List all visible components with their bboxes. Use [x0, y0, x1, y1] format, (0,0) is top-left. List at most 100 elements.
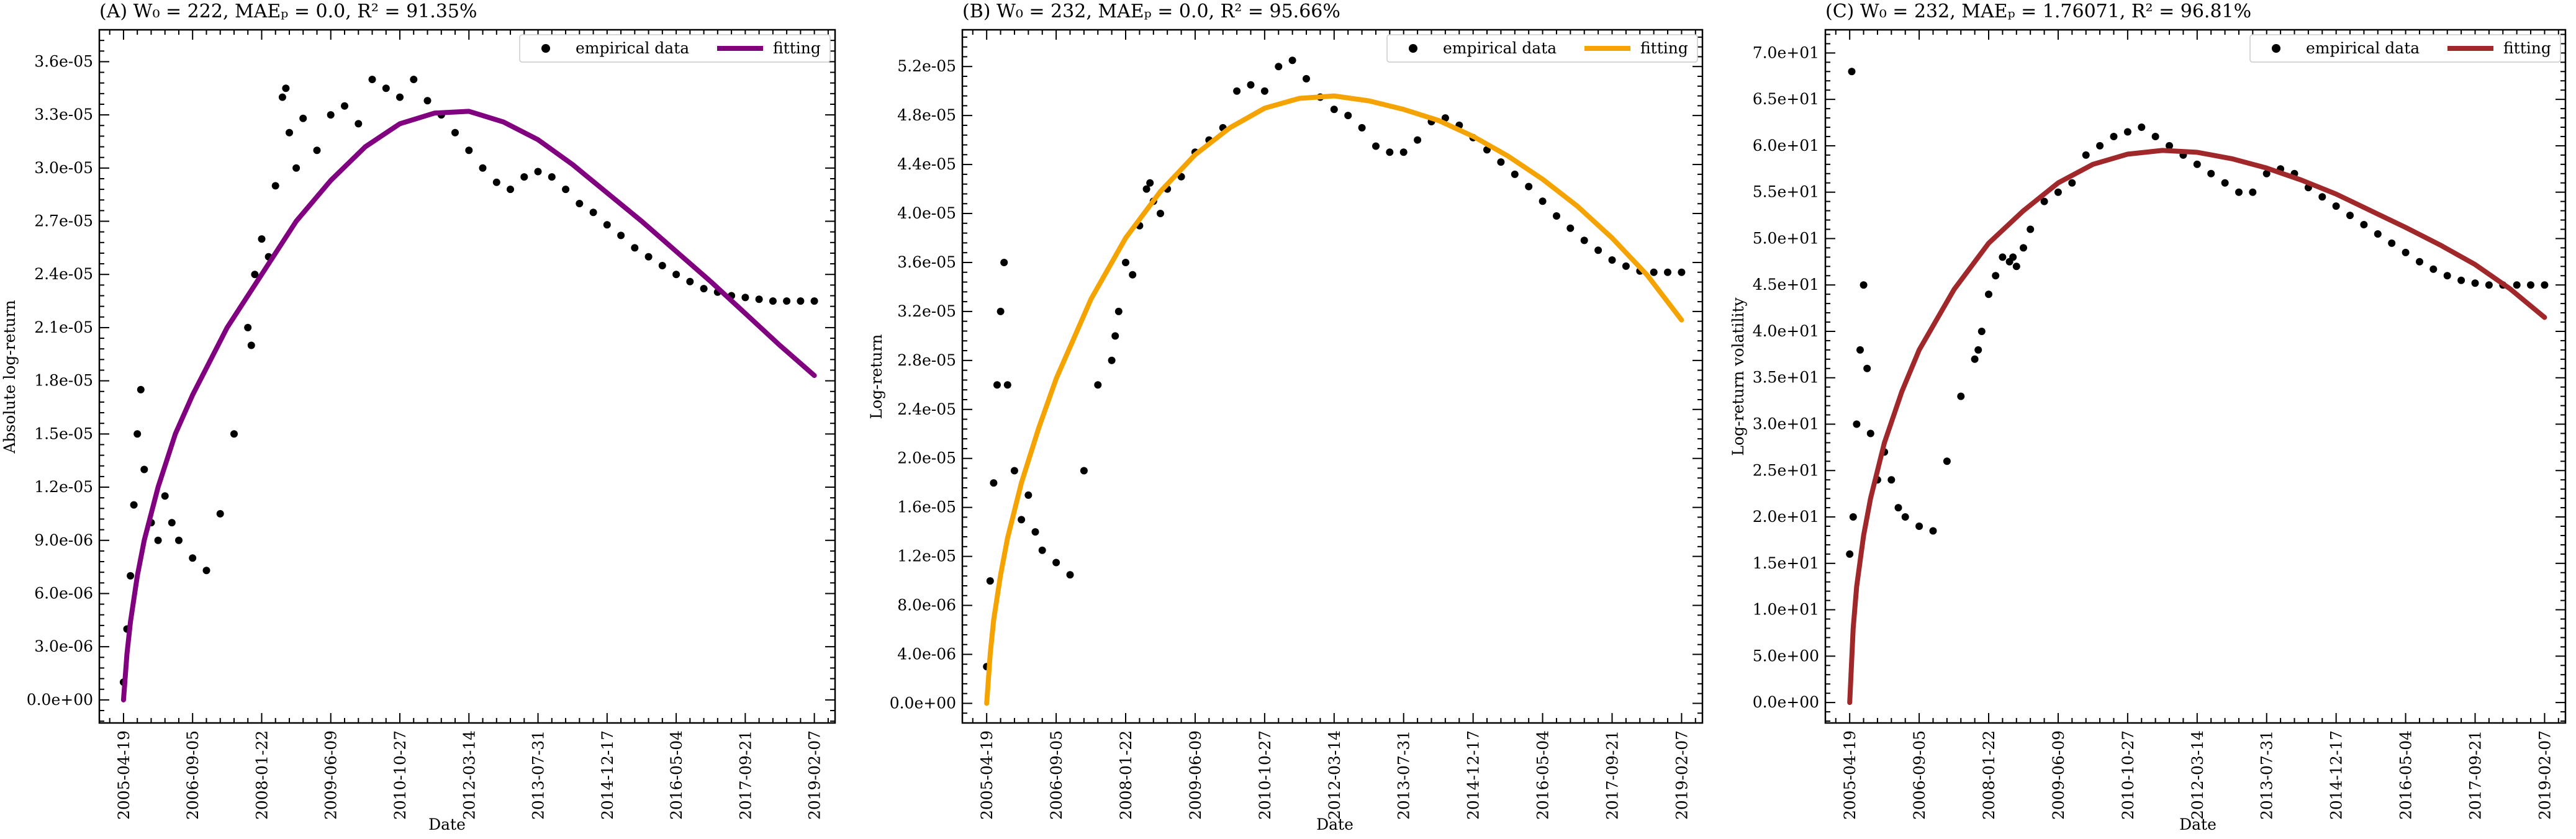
data-point — [1992, 272, 2000, 280]
x-tick-label: 2012-03-14 — [2189, 730, 2207, 820]
data-point — [1580, 236, 1588, 245]
x-tick-label: 2009-06-09 — [1186, 730, 1204, 820]
x-tick-label: 2012-03-14 — [460, 730, 478, 820]
data-point — [161, 492, 169, 500]
y-tick-label: 1.6e-05 — [897, 498, 956, 516]
data-point — [299, 114, 307, 122]
legend: empirical data fitting — [1386, 34, 1698, 63]
data-point — [644, 253, 653, 261]
x-axis-label: Date — [2179, 815, 2217, 833]
legend-label-fitting: fitting — [773, 39, 821, 57]
y-tick-label: 2.0e-05 — [897, 449, 956, 467]
y-tick-label: 5.5e+01 — [1753, 183, 1819, 201]
data-point — [2513, 281, 2521, 289]
x-tick-label: 2014-12-17 — [2328, 730, 2346, 820]
data-point — [2262, 169, 2271, 177]
data-point — [2068, 179, 2076, 187]
data-point — [2485, 281, 2493, 289]
y-tick-label: 3.0e-06 — [34, 637, 93, 655]
legend-box — [519, 34, 831, 63]
data-point — [1247, 81, 1255, 89]
data-point — [368, 76, 376, 83]
data-point — [1594, 246, 1602, 254]
data-point — [258, 235, 266, 243]
legend-box — [2249, 34, 2561, 63]
data-point — [1553, 212, 1560, 220]
data-point — [1608, 256, 1616, 264]
data-point — [1971, 355, 1979, 363]
x-tick-label: 2017-09-21 — [2466, 730, 2484, 820]
y-tick-label: 3.5e+01 — [1753, 369, 1819, 387]
y-tick-label: 6.0e-06 — [34, 584, 93, 602]
data-point — [576, 200, 584, 207]
data-point — [1066, 571, 1074, 579]
data-point — [230, 430, 238, 438]
data-point — [1288, 56, 1296, 65]
data-point — [2082, 151, 2090, 159]
data-point — [2429, 265, 2438, 273]
y-tick-label: 2.4e-05 — [897, 400, 956, 418]
data-point — [2054, 188, 2062, 196]
data-point — [2402, 248, 2410, 256]
data-point — [520, 173, 528, 181]
data-point — [2020, 244, 2027, 252]
y-tick-label: 3.6e-05 — [897, 253, 956, 271]
data-point — [2457, 276, 2465, 284]
data-point — [1080, 467, 1088, 475]
data-point — [1038, 546, 1046, 554]
data-point — [1146, 179, 1154, 187]
y-tick-label: 2.7e-05 — [34, 212, 93, 230]
data-point — [1929, 527, 1937, 535]
x-tick-label: 2017-09-21 — [1603, 730, 1621, 820]
data-point — [1018, 516, 1026, 524]
data-point — [327, 111, 335, 119]
data-point — [1846, 550, 1854, 558]
data-point — [1525, 182, 1533, 191]
data-point — [492, 178, 500, 186]
data-point — [1129, 271, 1137, 279]
data-point — [451, 128, 459, 137]
data-point — [423, 97, 432, 105]
legend-label-fitting: fitting — [1640, 39, 1688, 57]
fitting-line — [1847, 148, 2547, 706]
plot-frame — [961, 29, 1704, 724]
data-point — [2009, 253, 2017, 261]
x-tick-label: 2010-10-27 — [2119, 730, 2137, 820]
data-point — [2471, 279, 2479, 287]
legend-label-empirical: empirical data — [2306, 39, 2420, 57]
data-point — [2012, 262, 2020, 271]
plot-area: 0.0e+00 4.0e-06 8.0e-06 1.2e-05 1.6e-05 2.0e-… — [890, 29, 1704, 820]
data-point — [810, 297, 818, 305]
data-point — [589, 209, 597, 217]
data-point — [2138, 123, 2146, 131]
data-point — [700, 285, 708, 293]
data-point — [1497, 158, 1505, 166]
data-point — [154, 536, 162, 544]
data-point — [2332, 202, 2340, 210]
x-tick-label: 2008-01-22 — [1980, 730, 1998, 820]
x-tick-label: 2009-06-09 — [322, 730, 340, 820]
data-point — [1233, 87, 1241, 95]
data-point — [175, 536, 183, 544]
data-point — [2541, 281, 2549, 289]
y-tick-label: 3.2e-05 — [897, 302, 956, 320]
y-tick-label: 4.8e-05 — [897, 106, 956, 124]
data-point — [1330, 105, 1338, 114]
data-point — [1000, 259, 1008, 266]
data-point — [507, 186, 514, 194]
legend-label-fitting: fitting — [2503, 39, 2551, 57]
x-tick-label: 2008-01-22 — [253, 730, 271, 820]
panel-title: (B) W₀ = 232, MAEₚ = 0.0, R² = 95.66% — [962, 1, 1340, 22]
x-tick-label: 2005-04-19 — [115, 730, 133, 820]
data-point — [2360, 221, 2368, 228]
y-tick-label: 2.8e-05 — [897, 351, 956, 369]
data-point — [1344, 112, 1352, 120]
data-point — [1052, 559, 1060, 567]
y-tick-label: 2.4e-05 — [34, 265, 93, 283]
y-tick-label: 1.0e+01 — [1753, 601, 1819, 619]
legend-box — [1386, 34, 1698, 63]
data-point — [189, 554, 197, 562]
y-tick-label: 9.0e-06 — [34, 531, 93, 549]
y-tick-label: 2.0e+01 — [1753, 508, 1819, 526]
